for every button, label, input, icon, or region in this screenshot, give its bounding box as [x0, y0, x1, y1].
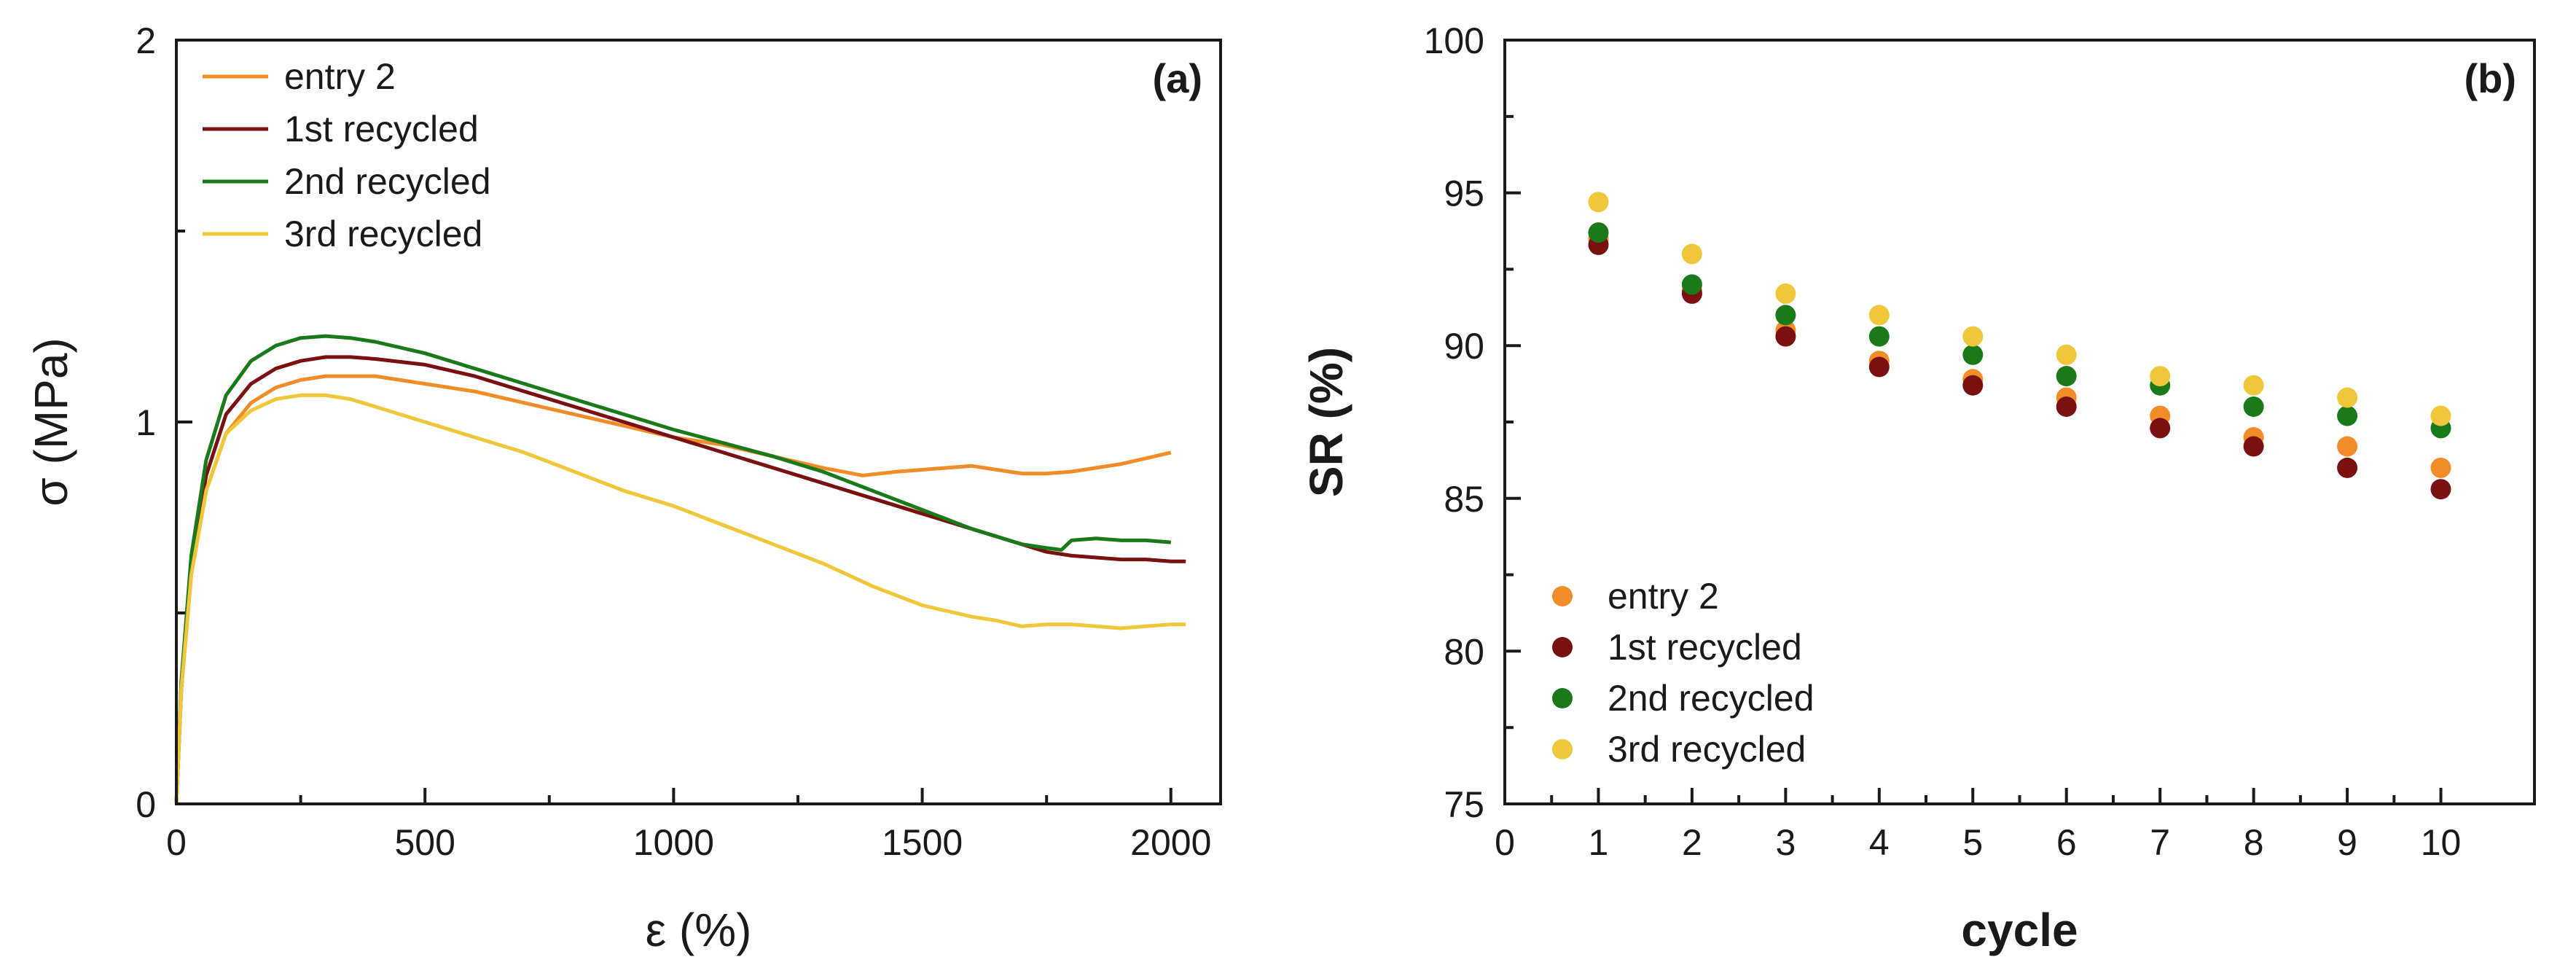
- chart-b-x-tick-label: 8: [2244, 822, 2264, 863]
- data-point-3rd-recycled: [2243, 375, 2264, 396]
- chart-a-plot-frame: [175, 39, 1222, 805]
- data-point-entry-2: [2337, 436, 2358, 457]
- data-point-1st-recycled: [2150, 418, 2171, 439]
- data-point-2nd-recycled: [1775, 305, 1796, 326]
- series-line-1st-recycled: [174, 355, 1186, 805]
- chart-b-series-group: [1588, 192, 2451, 500]
- chart-b-x-tick-label: 1: [1589, 822, 1609, 863]
- chart-a-x-tick-label: 1000: [633, 822, 714, 863]
- data-point-1st-recycled: [1868, 356, 1890, 378]
- chart-b-panel-label: (b): [2464, 55, 2516, 101]
- legend-label-3rd-recycled: 3rd recycled: [284, 214, 482, 254]
- chart-a-x-tick-label: 1500: [882, 822, 963, 863]
- legend-label-2nd-recycled: 2nd recycled: [1608, 678, 1814, 719]
- legend-marker-1st-recycled: [1552, 637, 1573, 657]
- chart-b-x-tick-label: 2: [1682, 822, 1702, 863]
- chart-b: 0 1 2 3 4 5 6 7 8 9 10 75 80 85 90 95 100 entry 2 1st rec…: [1300, 20, 2536, 956]
- data-point-2nd-recycled: [2056, 366, 2077, 387]
- chart-a-x-tick-label: 0: [166, 822, 187, 863]
- data-point-2nd-recycled: [1962, 344, 1984, 365]
- data-point-2nd-recycled: [2337, 405, 2358, 426]
- chart-b-y-tick-label: 85: [1444, 479, 1484, 520]
- data-point-3rd-recycled: [2150, 366, 2171, 387]
- legend-label-entry-2: entry 2: [284, 56, 396, 97]
- data-point-1st-recycled: [2243, 436, 2264, 457]
- data-point-3rd-recycled: [1868, 305, 1890, 326]
- data-point-3rd-recycled: [2430, 405, 2451, 426]
- series-line-entry-2: [174, 374, 1172, 805]
- chart-b-y-tick-label: 75: [1444, 784, 1484, 825]
- chart-b-x-tick-label: 6: [2056, 822, 2077, 863]
- chart-a-y-tick-label: 0: [136, 784, 156, 825]
- data-point-1st-recycled: [2337, 457, 2358, 478]
- data-point-1st-recycled: [1775, 326, 1796, 347]
- chart-a-x-tick-label: 500: [394, 822, 455, 863]
- chart-b-axis-ticks: 0 1 2 3 4 5 6 7 8 9 10 75 80 85 90 95 100: [1424, 20, 2462, 863]
- data-point-entry-2: [2430, 457, 2451, 478]
- data-point-1st-recycled: [1962, 375, 1984, 396]
- chart-b-x-tick-label: 0: [1495, 822, 1515, 863]
- legend-marker-2nd-recycled: [1552, 688, 1573, 708]
- chart-b-x-tick-label: 9: [2337, 822, 2357, 863]
- data-point-3rd-recycled: [1962, 326, 1984, 347]
- chart-a-y-axis-title: σ (MPa): [25, 337, 77, 507]
- chart-b-y-tick-label: 95: [1444, 173, 1484, 214]
- chart-a-series-group: [174, 334, 1186, 805]
- legend-label-3rd-recycled: 3rd recycled: [1608, 729, 1806, 770]
- chart-b-legend: entry 2 1st recycled 2nd recycled 3rd recyc…: [1552, 576, 1814, 770]
- chart-a: 0 500 1000 1500 2000 0 1 2 entry 2 1st recycled 2…: [25, 20, 1222, 956]
- chart-a-legend: entry 2 1st recycled 2nd recycled 3rd recyc…: [203, 56, 491, 254]
- data-point-3rd-recycled: [1681, 243, 1702, 265]
- data-point-3rd-recycled: [2056, 344, 2077, 365]
- legend-marker-entry-2: [1552, 586, 1573, 606]
- chart-b-y-tick-label: 80: [1444, 631, 1484, 672]
- series-line-3rd-recycled: [174, 393, 1186, 805]
- chart-a-y-tick-label: 1: [136, 402, 156, 443]
- data-point-2nd-recycled: [1681, 274, 1702, 295]
- data-point-2nd-recycled: [2243, 396, 2264, 417]
- data-point-3rd-recycled: [1775, 283, 1796, 304]
- data-point-2nd-recycled: [1868, 326, 1890, 347]
- legend-label-1st-recycled: 1st recycled: [284, 109, 479, 149]
- data-point-1st-recycled: [2430, 479, 2451, 500]
- chart-a-y-tick-label: 2: [136, 20, 156, 61]
- chart-b-x-tick-label: 3: [1775, 822, 1796, 863]
- chart-a-axis-ticks: 0 500 1000 1500 2000 0 1 2: [136, 20, 1211, 863]
- chart-a-panel-label: (a): [1153, 55, 1202, 101]
- chart-a-x-axis-title: ε (%): [646, 904, 752, 956]
- legend-label-1st-recycled: 1st recycled: [1608, 627, 1802, 668]
- legend-label-2nd-recycled: 2nd recycled: [284, 161, 491, 202]
- chart-b-x-tick-label: 10: [2421, 822, 2462, 863]
- chart-b-y-tick-label: 100: [1424, 20, 1484, 61]
- chart-b-x-tick-label: 7: [2150, 822, 2170, 863]
- legend-label-entry-2: entry 2: [1608, 576, 1719, 617]
- data-point-1st-recycled: [2056, 396, 2077, 417]
- data-point-3rd-recycled: [2337, 387, 2358, 408]
- data-point-3rd-recycled: [1588, 192, 1609, 213]
- chart-b-x-axis-title: cycle: [1961, 904, 2078, 956]
- chart-b-x-tick-label: 4: [1869, 822, 1890, 863]
- series-line-2nd-recycled: [174, 334, 1171, 805]
- chart-b-y-axis-title: SR (%): [1300, 347, 1352, 497]
- chart-b-y-tick-label: 90: [1444, 326, 1484, 367]
- data-point-2nd-recycled: [1588, 222, 1609, 243]
- legend-marker-3rd-recycled: [1552, 739, 1573, 759]
- chart-b-x-tick-label: 5: [1962, 822, 1983, 863]
- chart-a-x-tick-label: 2000: [1130, 822, 1211, 863]
